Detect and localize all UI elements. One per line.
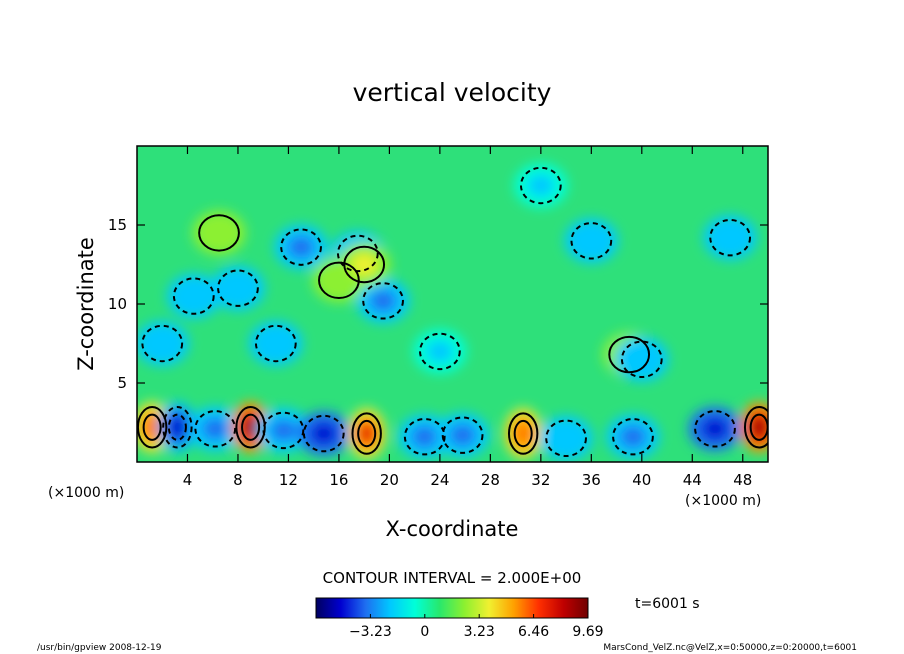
field-feature — [137, 321, 189, 366]
contour-line — [694, 410, 736, 448]
contour-line — [141, 324, 184, 363]
field-feature — [158, 401, 197, 453]
contour-line — [167, 413, 187, 441]
contour-line — [198, 214, 240, 252]
x-tick-label: 36 — [582, 471, 601, 489]
contour-line — [172, 277, 215, 315]
contour-line — [142, 413, 162, 441]
x-tick-label: 48 — [733, 471, 752, 489]
contour-interval-label: CONTOUR INTERVAL = 2.000E+00 — [323, 569, 582, 587]
field-feature — [564, 218, 618, 263]
y-tick-label: 10 — [108, 295, 127, 313]
x-tick-label: 16 — [329, 471, 348, 489]
field-feature — [297, 411, 351, 456]
contour-line — [336, 234, 379, 273]
contour-line — [612, 418, 654, 456]
field-feature — [249, 321, 303, 366]
x-tick-label: 4 — [183, 471, 193, 489]
contour-line — [217, 269, 259, 307]
contour-line — [357, 419, 377, 448]
x-axis-label: X-coordinate — [386, 517, 519, 541]
colorbar — [315, 597, 589, 619]
contour-line — [709, 218, 752, 257]
x-tick-label: 32 — [531, 471, 550, 489]
contour-line — [608, 335, 651, 374]
colorbar-tick-label: 3.23 — [464, 624, 495, 640]
field-feature — [398, 414, 452, 459]
colorbar-tick-label: 6.46 — [518, 624, 549, 640]
contour-line — [513, 419, 533, 448]
plot-area — [137, 146, 768, 462]
field-feature — [703, 215, 757, 260]
time-label: t=6001 s — [635, 596, 700, 612]
field-feature — [615, 337, 669, 382]
x-tick-label: 20 — [380, 471, 399, 489]
x-tick-label: 40 — [632, 471, 651, 489]
y-tick-label: 15 — [108, 216, 127, 234]
field-feature — [514, 163, 568, 208]
contour-line — [507, 412, 539, 455]
footer-left: /usr/bin/gpview 2008-12-19 — [37, 643, 162, 653]
contour-line — [318, 261, 360, 299]
contour-line — [545, 419, 587, 457]
contour-line — [570, 222, 613, 260]
field-feature — [347, 408, 386, 459]
footer-right: MarsCond_VelZ.nc@VelZ,x=0:50000,z=0:2000… — [603, 643, 857, 653]
field-feature — [274, 225, 328, 270]
colorbar-tick-label: −3.23 — [349, 624, 392, 640]
x-tick-label: 12 — [279, 471, 298, 489]
contour-line — [343, 245, 386, 284]
field-feature — [188, 406, 242, 451]
contour-line — [519, 166, 562, 205]
colorbar-tick-label: 9.69 — [572, 624, 603, 640]
field-feature — [167, 273, 221, 319]
contour-line — [419, 332, 461, 371]
contour-line — [620, 340, 663, 378]
x-tick-label: 24 — [430, 471, 449, 489]
x-tick-label: 8 — [233, 471, 243, 489]
x-unit-right: (×1000 m) — [685, 493, 761, 509]
contour-line — [137, 406, 168, 449]
field-feature — [211, 266, 265, 311]
contour-line — [743, 406, 768, 449]
colorbar-tick-label: 0 — [420, 624, 429, 640]
x-unit-left: (×1000 m) — [48, 485, 124, 501]
contour-line — [254, 324, 297, 363]
x-tick-label: 28 — [481, 471, 500, 489]
field-feature — [688, 406, 742, 451]
field-feature — [192, 210, 246, 256]
contour-line — [194, 410, 237, 448]
contour-line — [241, 413, 261, 441]
contour-line — [362, 282, 404, 320]
chart-title: vertical velocity — [353, 78, 552, 107]
field-feature — [413, 329, 467, 374]
contour-line — [302, 414, 345, 453]
contour-line — [403, 418, 446, 456]
contour-line — [280, 228, 322, 266]
field-feature — [504, 408, 543, 459]
field-feature — [256, 408, 310, 453]
contour-line — [351, 412, 382, 455]
field-feature — [436, 413, 490, 458]
y-tick-label: 5 — [117, 374, 127, 392]
contour-line — [441, 416, 484, 454]
contour-line — [162, 406, 193, 449]
contour-line — [235, 406, 266, 449]
x-tick-label: 44 — [683, 471, 702, 489]
field-feature — [539, 416, 593, 461]
field-feature — [606, 414, 660, 459]
y-axis-label: Z-coordinate — [74, 237, 98, 371]
contour-line — [262, 411, 305, 450]
field-feature — [356, 278, 410, 323]
